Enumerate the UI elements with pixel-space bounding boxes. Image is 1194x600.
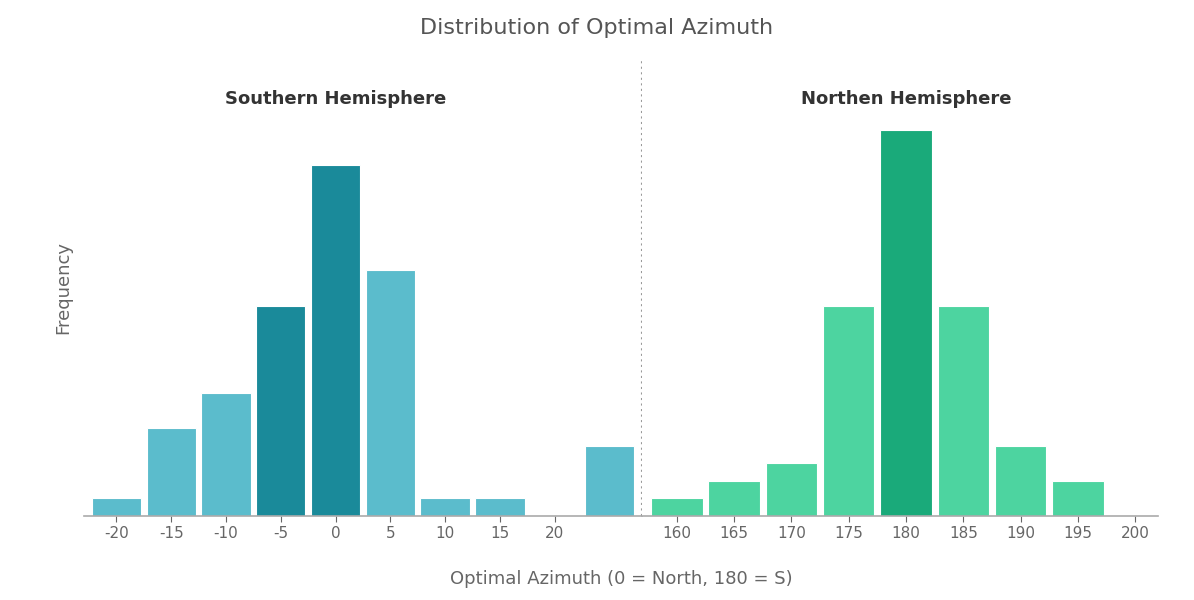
Bar bbox=[257, 305, 306, 516]
Text: Southern Hemisphere: Southern Hemisphere bbox=[224, 90, 447, 108]
Bar bbox=[475, 499, 524, 516]
Bar bbox=[880, 130, 931, 516]
Bar bbox=[92, 499, 141, 516]
Y-axis label: Frequency: Frequency bbox=[55, 241, 73, 335]
Bar bbox=[708, 481, 759, 516]
Bar bbox=[651, 499, 702, 516]
Bar bbox=[823, 305, 874, 516]
Text: Distribution of Optimal Azimuth: Distribution of Optimal Azimuth bbox=[420, 18, 774, 38]
Bar bbox=[585, 446, 634, 516]
Text: Northen Hemisphere: Northen Hemisphere bbox=[801, 90, 1011, 108]
Bar bbox=[420, 499, 469, 516]
Bar bbox=[310, 165, 361, 516]
Text: Optimal Azimuth (0 = North, 180 = S): Optimal Azimuth (0 = North, 180 = S) bbox=[450, 570, 792, 588]
Bar bbox=[365, 271, 416, 516]
Bar bbox=[147, 428, 196, 516]
Bar bbox=[202, 393, 251, 516]
Bar bbox=[937, 305, 989, 516]
Bar bbox=[765, 463, 817, 516]
Bar bbox=[995, 446, 1046, 516]
Bar bbox=[1052, 481, 1103, 516]
